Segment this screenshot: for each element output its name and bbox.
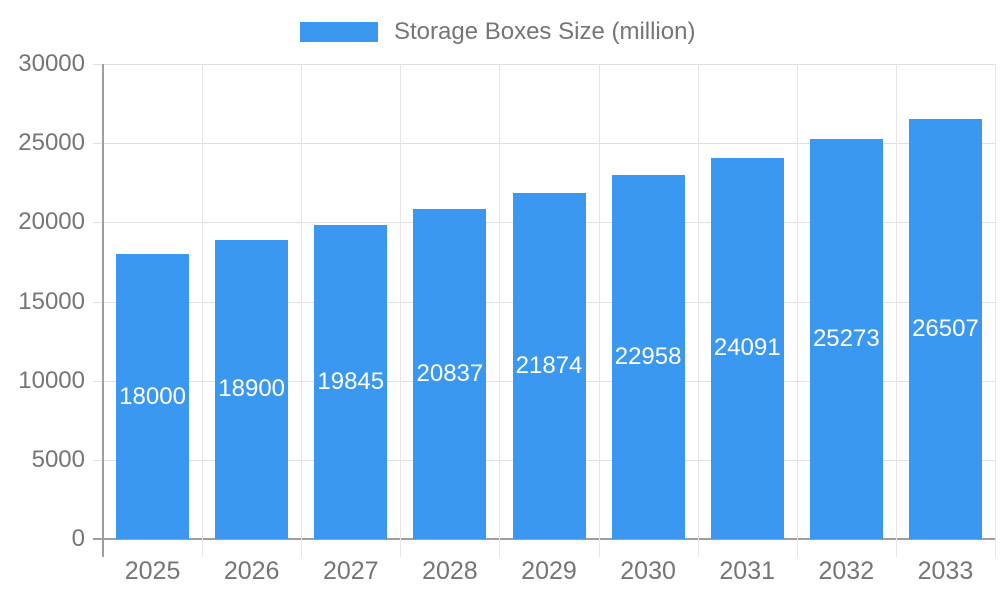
- y-tick-label: 30000: [18, 50, 85, 77]
- bar-2032: [809, 138, 883, 539]
- bar-2027: [314, 224, 388, 539]
- y-tick-label: 10000: [18, 366, 85, 394]
- x-tick-label: 2031: [719, 557, 776, 585]
- y-tick-label: 20000: [18, 208, 85, 236]
- y-tick-label: 25000: [18, 129, 85, 157]
- legend-swatch: [300, 22, 378, 42]
- y-tick-label: 15000: [18, 287, 85, 315]
- x-axis-baseline: [93, 538, 995, 540]
- bar-value-label: 22958: [614, 343, 682, 371]
- bar-value-label: 26507: [912, 315, 979, 343]
- x-gridline: [895, 64, 897, 557]
- x-gridline: [202, 64, 204, 557]
- y-axis-line: [102, 64, 104, 557]
- bar-value-label: 21874: [515, 351, 583, 379]
- bar-value-label: 18000: [119, 382, 186, 410]
- bar-value-label: 18900: [218, 375, 286, 403]
- y-gridline: [93, 64, 995, 65]
- legend[interactable]: Storage Boxes Size (million): [300, 18, 696, 45]
- bar-2031: [710, 157, 784, 539]
- x-gridline: [995, 64, 996, 557]
- y-tick-label: 5000: [31, 445, 85, 473]
- y-tick-label: 0: [71, 525, 85, 552]
- x-gridline: [499, 64, 501, 557]
- bar-value-label: 24091: [713, 334, 781, 362]
- bar-value-label: 19845: [317, 367, 385, 395]
- x-gridline: [301, 64, 303, 557]
- bar-2030: [611, 175, 685, 539]
- x-tick-label: 2030: [620, 557, 676, 585]
- x-gridline: [598, 64, 600, 557]
- x-gridline: [796, 64, 798, 557]
- bar-2025: [116, 254, 190, 539]
- x-gridline: [400, 64, 402, 557]
- bar-2026: [215, 239, 289, 539]
- x-tick-label: 2027: [322, 557, 379, 585]
- legend-label: Storage Boxes Size (million): [394, 18, 696, 45]
- y-gridline: [93, 143, 995, 145]
- x-tick-label: 2025: [124, 557, 181, 585]
- x-tick-label: 2028: [422, 557, 478, 585]
- x-tick-label: 2026: [223, 557, 280, 585]
- x-tick-label: 2029: [521, 557, 577, 585]
- bar-value-label: 25273: [812, 324, 880, 352]
- bar-value-label: 20837: [416, 360, 484, 388]
- bar-2033: [908, 119, 982, 539]
- bar-2028: [413, 209, 487, 539]
- x-tick-label: 2033: [917, 557, 974, 585]
- x-gridline: [697, 64, 699, 557]
- x-tick-label: 2032: [818, 557, 875, 585]
- bar-2029: [512, 192, 586, 539]
